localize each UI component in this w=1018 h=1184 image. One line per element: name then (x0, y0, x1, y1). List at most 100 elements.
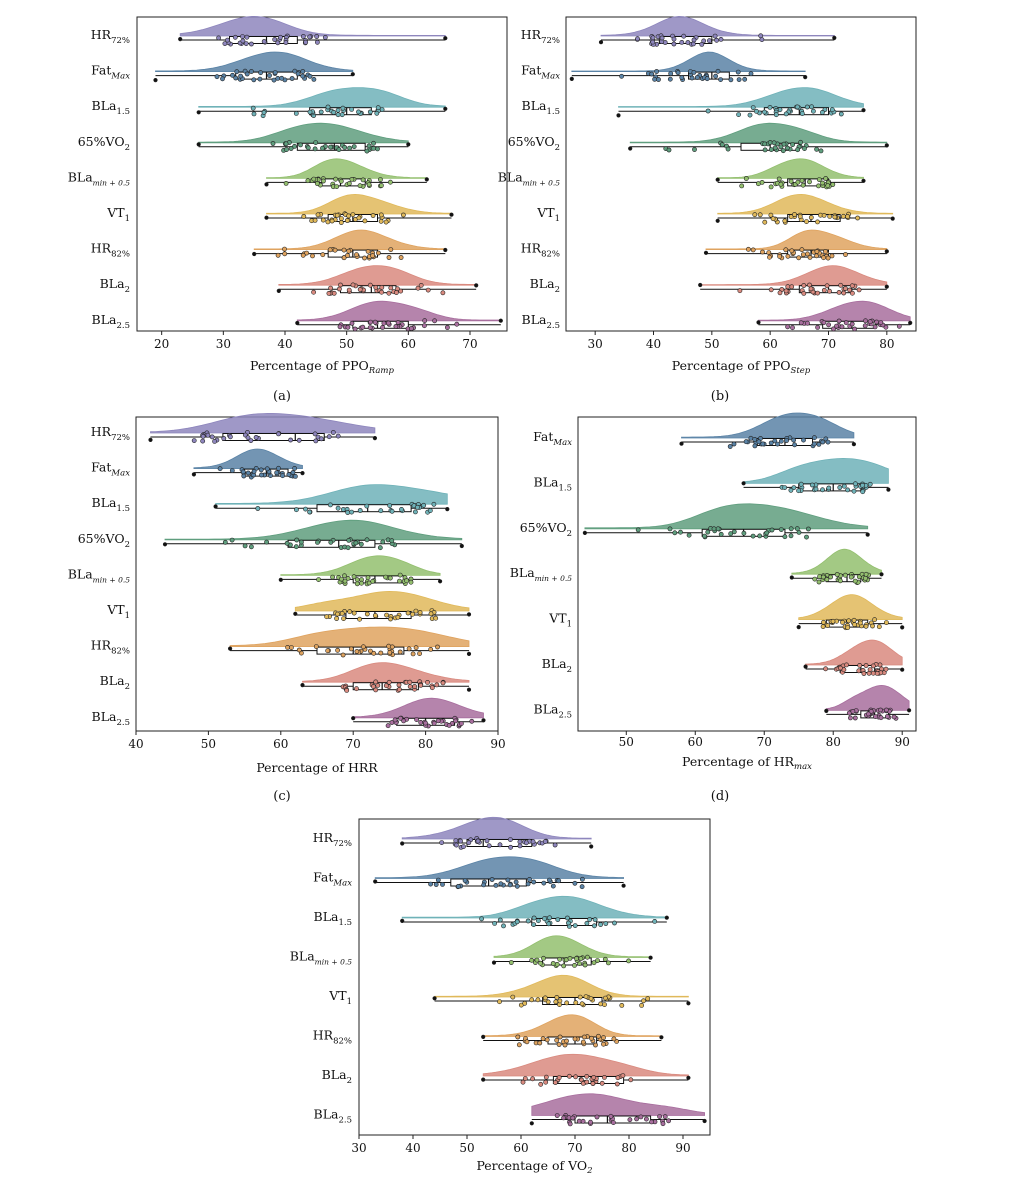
data-point (375, 250, 381, 256)
category-label: HR82% (91, 638, 130, 657)
data-point (590, 1081, 596, 1086)
data-point (743, 439, 749, 445)
data-point (314, 181, 320, 186)
data-point (346, 248, 352, 254)
data-point (396, 682, 402, 688)
data-point (241, 473, 247, 479)
data-point (242, 543, 248, 549)
data-point (392, 717, 398, 723)
chart-panel-5: 30 40 50 60 70 80 90 Percentage of VO2 HR72% FatM… (290, 816, 711, 1176)
data-point (530, 839, 536, 845)
data-point (347, 609, 353, 615)
data-point (768, 287, 774, 293)
data-point (802, 146, 807, 151)
data-point (320, 178, 326, 184)
data-point (407, 684, 413, 689)
data-point (537, 1040, 543, 1046)
data-point (731, 529, 737, 535)
data-point (358, 541, 364, 547)
data-point (311, 289, 316, 295)
data-point (585, 954, 590, 960)
data-point (486, 843, 492, 849)
data-point (659, 35, 665, 41)
data-point (428, 881, 433, 887)
data-point (606, 960, 611, 966)
data-point (798, 320, 804, 326)
data-point (289, 76, 295, 81)
data-point (762, 219, 768, 225)
data-point (342, 573, 347, 579)
data-point (554, 995, 560, 1000)
data-point (370, 578, 376, 584)
raincloud-row: HR72% (521, 15, 837, 47)
data-point (582, 1034, 587, 1040)
x-tick-label: 70 (821, 337, 836, 351)
data-point (582, 962, 588, 968)
data-point (243, 41, 249, 46)
density-cloud (294, 590, 470, 612)
data-point (385, 723, 391, 729)
data-point (251, 468, 257, 474)
data-point (400, 212, 406, 218)
data-point (616, 113, 621, 118)
data-point (406, 142, 411, 147)
data-point (780, 148, 786, 154)
data-point (603, 995, 608, 1001)
data-point (611, 1036, 617, 1042)
data-point (322, 35, 328, 40)
data-point (338, 282, 343, 288)
data-point (885, 714, 890, 719)
data-point (399, 506, 404, 512)
data-point (421, 323, 427, 329)
data-point (820, 439, 826, 445)
data-point (736, 112, 741, 117)
data-point (579, 884, 585, 890)
category-label: BLa1.5 (314, 909, 352, 928)
data-point (371, 650, 377, 656)
x-axis-label: Percentage of PPORamp (250, 358, 394, 376)
data-point (234, 69, 240, 75)
data-point (863, 575, 868, 581)
data-point (878, 707, 883, 713)
data-point (752, 212, 758, 218)
raincloud-row: BLa2.5 (522, 300, 913, 332)
data-point (335, 107, 341, 113)
data-point (413, 645, 419, 651)
data-point (453, 842, 459, 848)
data-point (327, 247, 333, 253)
data-point (550, 883, 556, 889)
data-point (213, 504, 218, 509)
data-point (279, 75, 285, 81)
data-point (405, 610, 411, 616)
data-point (538, 960, 543, 966)
data-point (823, 248, 828, 254)
data-point (433, 882, 439, 887)
data-point (320, 217, 326, 223)
data-point (397, 572, 403, 578)
density-cloud (434, 974, 689, 998)
data-point (353, 540, 359, 546)
data-point (277, 34, 283, 40)
data-point (579, 1001, 585, 1007)
data-point (825, 255, 831, 261)
data-point (373, 879, 378, 884)
data-point (453, 838, 459, 843)
data-point (425, 680, 430, 685)
data-point (872, 324, 878, 330)
data-point (815, 290, 820, 296)
data-point (293, 111, 299, 116)
data-point (686, 532, 692, 538)
data-point (851, 442, 857, 447)
data-point (538, 1081, 544, 1087)
plot-frame (358, 818, 711, 1136)
data-point (626, 958, 631, 964)
raincloud-row: HR82% (91, 229, 448, 261)
data-point (414, 504, 420, 510)
data-point (654, 69, 659, 74)
data-point (778, 181, 784, 187)
data-point (569, 76, 574, 81)
category-label: FatMax (533, 429, 572, 448)
data-point (225, 37, 230, 43)
data-point (516, 1042, 522, 1048)
data-point (900, 625, 905, 630)
